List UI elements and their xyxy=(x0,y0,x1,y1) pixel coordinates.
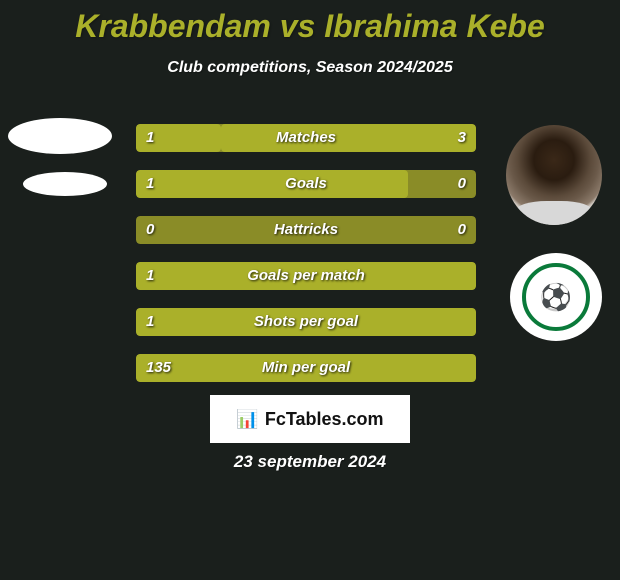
bar-label: Goals per match xyxy=(136,262,476,290)
club-right-inner: ⚽ xyxy=(522,263,590,331)
stat-bar-row: 1Goals0 xyxy=(136,170,476,198)
bar-value-right: 0 xyxy=(458,170,466,198)
bar-label: Min per goal xyxy=(136,354,476,382)
watermark-text: FcTables.com xyxy=(265,409,384,430)
date-label: 23 september 2024 xyxy=(0,452,620,472)
subtitle: Club competitions, Season 2024/2025 xyxy=(0,59,620,77)
bar-label: Goals xyxy=(136,170,476,198)
bar-label: Matches xyxy=(136,124,476,152)
player-left-avatar xyxy=(8,118,112,154)
right-avatars: ⚽ xyxy=(506,125,602,341)
stat-bar-row: 1Matches3 xyxy=(136,124,476,152)
stat-bar-row: 1Shots per goal xyxy=(136,308,476,336)
stat-bar-row: 1Goals per match xyxy=(136,262,476,290)
stat-bars: 1Matches31Goals00Hattricks01Goals per ma… xyxy=(136,124,476,400)
watermark: 📊 FcTables.com xyxy=(210,395,410,443)
bar-value-right: 0 xyxy=(458,216,466,244)
player-right-avatar xyxy=(506,125,602,225)
page-title: Krabbendam vs Ibrahima Kebe xyxy=(0,0,620,45)
club-left-logo xyxy=(23,172,107,196)
stat-bar-row: 0Hattricks0 xyxy=(136,216,476,244)
comparison-infographic: Krabbendam vs Ibrahima Kebe Club competi… xyxy=(0,0,620,580)
bar-value-right: 3 xyxy=(458,124,466,152)
left-avatars xyxy=(8,118,112,196)
bar-label: Shots per goal xyxy=(136,308,476,336)
watermark-icon: 📊 xyxy=(236,410,258,428)
bar-label: Hattricks xyxy=(136,216,476,244)
club-right-logo: ⚽ xyxy=(510,253,602,341)
stat-bar-row: 135Min per goal xyxy=(136,354,476,382)
